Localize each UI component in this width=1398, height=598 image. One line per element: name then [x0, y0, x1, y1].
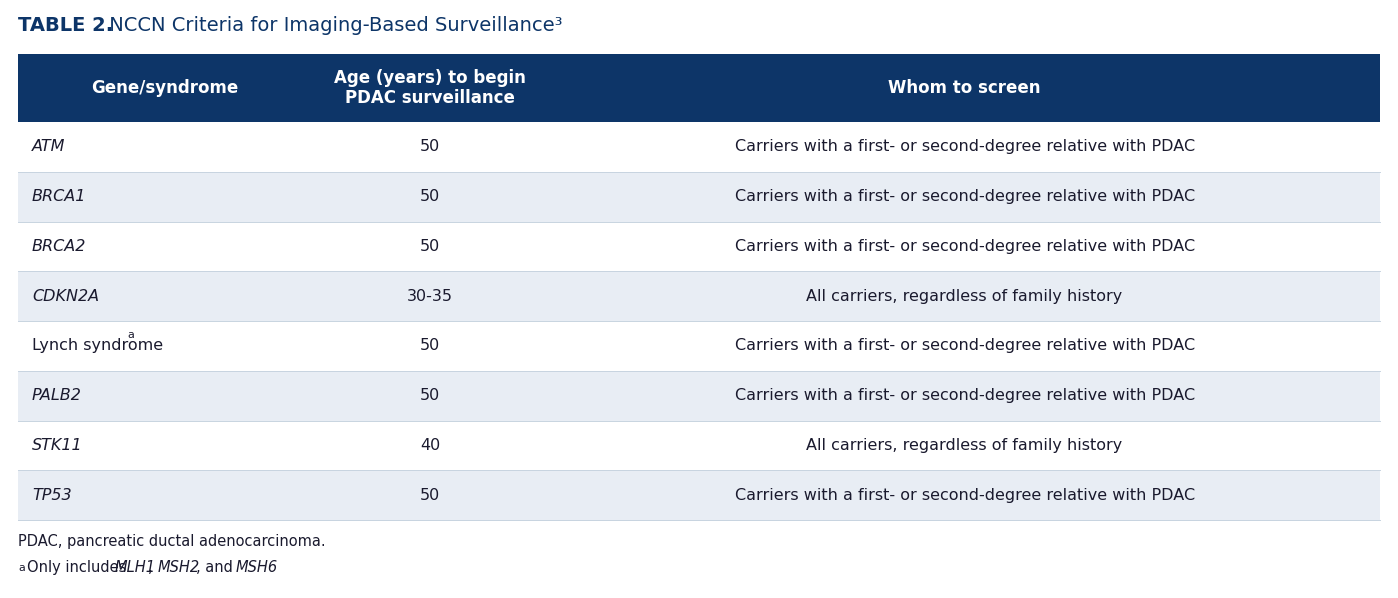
- Text: Only includes: Only includes: [27, 560, 131, 575]
- Text: 50: 50: [419, 139, 440, 154]
- Text: 40: 40: [419, 438, 440, 453]
- Text: BRCA2: BRCA2: [32, 239, 87, 254]
- Text: a: a: [18, 563, 25, 573]
- Text: 50: 50: [419, 388, 440, 403]
- Text: ATM: ATM: [32, 139, 66, 154]
- Text: 30-35: 30-35: [407, 289, 453, 304]
- Bar: [18, 470, 1380, 520]
- Text: MSH6: MSH6: [236, 560, 278, 575]
- Text: MLH1: MLH1: [115, 560, 157, 575]
- Bar: [18, 221, 1380, 271]
- Text: ,: ,: [148, 560, 157, 575]
- Text: All carriers, regardless of family history: All carriers, regardless of family histo…: [807, 438, 1123, 453]
- Bar: [18, 371, 1380, 420]
- Bar: [18, 321, 1380, 371]
- Text: Carriers with a first- or second-degree relative with PDAC: Carriers with a first- or second-degree …: [734, 239, 1195, 254]
- Text: PALB2: PALB2: [32, 388, 82, 403]
- Bar: [18, 54, 1380, 122]
- Text: Gene/syndrome: Gene/syndrome: [91, 79, 238, 97]
- Bar: [18, 172, 1380, 221]
- Text: PDAC, pancreatic ductal adenocarcinoma.: PDAC, pancreatic ductal adenocarcinoma.: [18, 534, 326, 549]
- Text: 50: 50: [419, 239, 440, 254]
- Text: Carriers with a first- or second-degree relative with PDAC: Carriers with a first- or second-degree …: [734, 139, 1195, 154]
- Text: Carriers with a first- or second-degree relative with PDAC: Carriers with a first- or second-degree …: [734, 338, 1195, 353]
- Text: , and: , and: [196, 560, 238, 575]
- Text: TP53: TP53: [32, 487, 71, 503]
- Text: Carriers with a first- or second-degree relative with PDAC: Carriers with a first- or second-degree …: [734, 189, 1195, 204]
- Text: NCCN Criteria for Imaging-Based Surveillance³: NCCN Criteria for Imaging-Based Surveill…: [103, 16, 562, 35]
- Text: a: a: [127, 330, 134, 340]
- Text: TABLE 2.: TABLE 2.: [18, 16, 113, 35]
- Text: BRCA1: BRCA1: [32, 189, 87, 204]
- Text: All carriers, regardless of family history: All carriers, regardless of family histo…: [807, 289, 1123, 304]
- Bar: [18, 271, 1380, 321]
- Text: Carriers with a first- or second-degree relative with PDAC: Carriers with a first- or second-degree …: [734, 388, 1195, 403]
- Bar: [18, 420, 1380, 470]
- Text: CDKN2A: CDKN2A: [32, 289, 99, 304]
- Text: 50: 50: [419, 189, 440, 204]
- Text: Age (years) to begin
PDAC surveillance: Age (years) to begin PDAC surveillance: [334, 69, 526, 108]
- Text: Carriers with a first- or second-degree relative with PDAC: Carriers with a first- or second-degree …: [734, 487, 1195, 503]
- Text: MSH2: MSH2: [158, 560, 200, 575]
- Text: Whom to screen: Whom to screen: [888, 79, 1042, 97]
- Bar: [18, 122, 1380, 172]
- Text: 50: 50: [419, 487, 440, 503]
- Text: 50: 50: [419, 338, 440, 353]
- Text: Lynch syndrome: Lynch syndrome: [32, 338, 164, 353]
- Text: STK11: STK11: [32, 438, 82, 453]
